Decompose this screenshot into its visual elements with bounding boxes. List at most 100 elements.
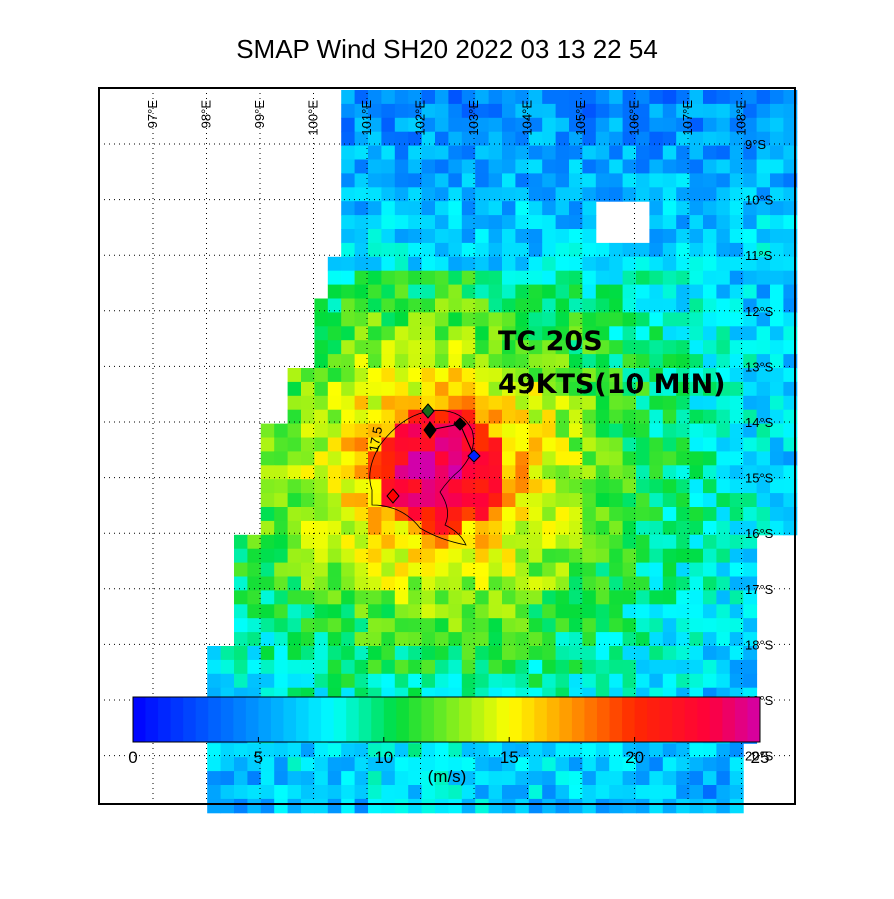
wind-cell bbox=[609, 465, 624, 480]
wind-cell bbox=[341, 785, 356, 800]
wind-cell bbox=[435, 354, 449, 369]
wind-cell bbox=[649, 215, 664, 230]
wind-cell bbox=[354, 229, 369, 244]
wind-cell bbox=[528, 117, 543, 133]
wind-cell bbox=[408, 90, 423, 105]
wind-cell bbox=[207, 743, 222, 758]
wind-cell bbox=[743, 423, 758, 438]
wind-cell bbox=[528, 576, 543, 591]
wind-cell bbox=[743, 646, 758, 661]
wind-cell bbox=[354, 340, 369, 355]
wind-cell bbox=[528, 229, 543, 244]
wind-cell bbox=[770, 354, 784, 369]
wind-cell bbox=[448, 618, 463, 633]
wind-cell bbox=[716, 562, 731, 577]
wind-cell bbox=[515, 270, 530, 286]
wind-cell bbox=[274, 493, 289, 508]
wind-cell bbox=[703, 131, 717, 147]
wind-cell bbox=[381, 270, 396, 286]
wind-cell bbox=[609, 423, 624, 438]
wind-cell bbox=[622, 381, 637, 397]
wind-cell bbox=[569, 576, 583, 591]
wind-cell bbox=[394, 131, 409, 147]
wind-cell bbox=[435, 437, 449, 452]
wind-cell bbox=[314, 451, 329, 466]
wind-cell bbox=[743, 270, 758, 286]
wind-cell bbox=[689, 548, 704, 564]
lat-label: 18°S bbox=[745, 637, 774, 652]
wind-cell bbox=[756, 312, 771, 327]
wind-cell bbox=[582, 632, 597, 647]
wind-cell bbox=[729, 354, 744, 369]
wind-cell bbox=[609, 381, 624, 397]
wind-cell bbox=[475, 395, 490, 411]
wind-cell bbox=[461, 284, 476, 299]
wind-cell bbox=[461, 215, 476, 230]
wind-cell bbox=[689, 131, 704, 147]
wind-cell bbox=[582, 145, 597, 160]
wind-cell bbox=[327, 340, 342, 355]
wind-cell bbox=[743, 312, 758, 327]
wind-cell bbox=[743, 493, 758, 508]
wind-cell bbox=[555, 632, 570, 647]
wind-cell bbox=[716, 437, 731, 452]
wind-cell bbox=[689, 284, 704, 299]
wind-cell bbox=[662, 618, 677, 633]
wind-cell bbox=[743, 201, 758, 216]
wind-cell bbox=[368, 117, 382, 133]
wind-cell bbox=[381, 131, 396, 147]
wind-cell bbox=[502, 465, 516, 480]
wind-cell bbox=[461, 298, 476, 313]
wind-cell bbox=[260, 590, 275, 605]
wind-cell bbox=[622, 576, 637, 591]
wind-cell bbox=[528, 479, 543, 494]
wind-cell bbox=[327, 562, 342, 577]
wind-cell bbox=[461, 520, 476, 536]
wind-cell bbox=[555, 465, 570, 480]
wind-cell bbox=[729, 493, 744, 508]
wind-cell bbox=[716, 409, 731, 425]
colorbar-swatch bbox=[383, 697, 397, 742]
wind-cell bbox=[595, 590, 610, 605]
wind-cell bbox=[542, 437, 557, 452]
wind-cell bbox=[408, 284, 423, 299]
wind-cell bbox=[488, 368, 503, 383]
wind-cell bbox=[555, 187, 570, 202]
wind-cell bbox=[569, 173, 583, 188]
wind-cell bbox=[569, 646, 583, 661]
wind-cell bbox=[542, 659, 557, 675]
wind-cell bbox=[421, 117, 436, 133]
wind-cell bbox=[528, 409, 543, 425]
wind-cell bbox=[716, 423, 731, 438]
colorbar-swatch bbox=[270, 697, 284, 742]
wind-cell bbox=[729, 548, 744, 564]
wind-cell bbox=[260, 798, 275, 814]
colorbar-swatch bbox=[609, 697, 623, 742]
wind-cell bbox=[421, 451, 436, 466]
wind-cell bbox=[488, 354, 503, 369]
wind-cell bbox=[582, 256, 597, 272]
wind-cell bbox=[502, 103, 516, 119]
wind-cell bbox=[475, 618, 490, 633]
colorbar-swatch bbox=[333, 697, 347, 742]
wind-cell bbox=[381, 145, 396, 160]
wind-cell bbox=[689, 242, 704, 258]
wind-cell bbox=[783, 493, 798, 508]
wind-cell bbox=[314, 423, 329, 438]
wind-cell bbox=[368, 520, 382, 536]
wind-cell bbox=[287, 493, 302, 508]
wind-cell bbox=[783, 479, 798, 494]
colorbar-swatch bbox=[396, 697, 410, 742]
wind-cell bbox=[488, 270, 503, 286]
wind-cell bbox=[743, 368, 758, 383]
wind-cell bbox=[341, 270, 356, 286]
wind-cell bbox=[421, 646, 436, 661]
wind-cell bbox=[314, 368, 329, 383]
wind-cell bbox=[408, 437, 423, 452]
wind-cell bbox=[595, 548, 610, 564]
wind-cell bbox=[475, 131, 490, 147]
wind-cell bbox=[394, 632, 409, 647]
wind-cell bbox=[542, 90, 557, 105]
wind-cell bbox=[662, 479, 677, 494]
wind-cell bbox=[676, 465, 691, 480]
